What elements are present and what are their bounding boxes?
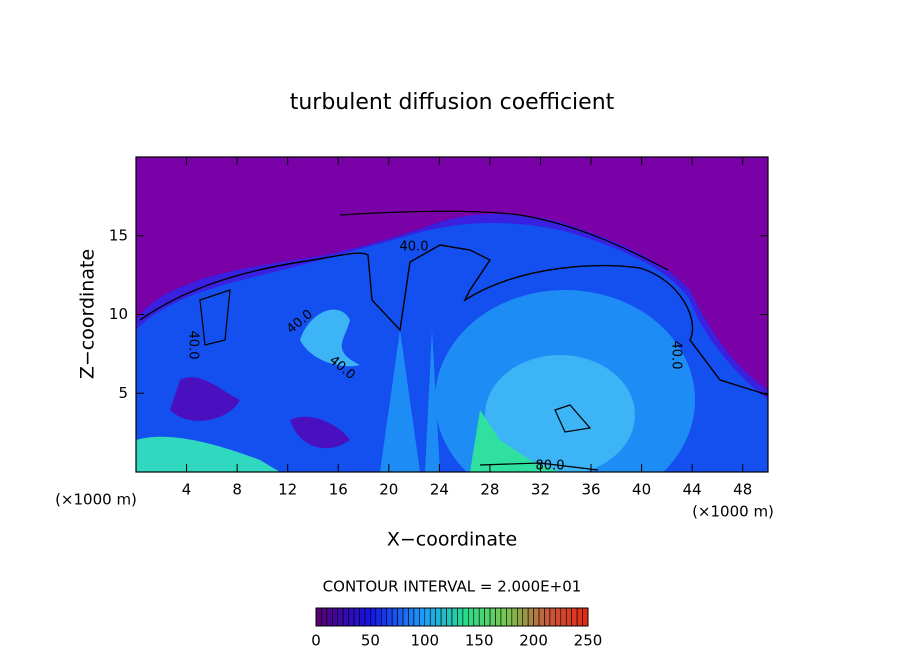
colorbar-cell [326, 607, 333, 627]
field-region [470, 410, 560, 472]
colorbar-tick-label: 0 [311, 632, 321, 650]
colorbar-cell [516, 607, 524, 627]
colorbar-cell [478, 607, 485, 627]
x-tick-label: 4 [182, 481, 192, 499]
colorbar-cell [402, 607, 409, 627]
colorbar-cell [424, 607, 431, 627]
colorbar-cell [419, 607, 426, 627]
x-tick-label: 12 [278, 481, 297, 499]
colorbar-cell [533, 607, 540, 627]
colorbar-cell [527, 607, 534, 627]
x-tick-label: 32 [531, 481, 550, 499]
colorbar-cell [506, 607, 513, 627]
x-unit-label: (×1000 m) [692, 503, 774, 521]
contour-label: 40.0 [669, 341, 684, 370]
colorbar-cell [462, 607, 469, 627]
x-tick-label: 16 [329, 481, 348, 499]
colorbar-tick-label: 50 [361, 632, 380, 650]
x-tick-label: 44 [683, 481, 702, 499]
x-tick-label: 8 [232, 481, 242, 499]
colorbar-cell [364, 607, 371, 627]
colorbar-cell [413, 607, 420, 627]
colorbar-cell [370, 607, 377, 627]
colorbar-cell [473, 607, 480, 627]
colorbar-cell [468, 607, 475, 627]
colorbar-cell [538, 607, 545, 627]
colorbar-cell [555, 607, 562, 627]
x-tick-label: 28 [480, 481, 499, 499]
contour-line [339, 210, 669, 271]
colorbar-cell [386, 607, 393, 627]
y-tick-label: 10 [109, 305, 128, 323]
contour-label: 40.0 [400, 240, 429, 255]
field-region [300, 309, 360, 367]
colorbar-cell [451, 607, 458, 627]
x-tick-label: 40 [632, 481, 651, 499]
colorbar-cell [435, 607, 442, 627]
colorbar-cell [560, 607, 567, 627]
colorbar-cell [397, 607, 404, 627]
colorbar-cell [582, 607, 589, 627]
colorbar-cell [565, 607, 572, 627]
colorbar-cell [375, 607, 382, 627]
x-axis-label: X−coordinate [387, 529, 517, 551]
colorbar-cell [500, 607, 507, 627]
x-tick-label: 20 [379, 481, 398, 499]
field-region [136, 436, 280, 472]
x-tick-label: 24 [430, 481, 449, 499]
contour-interval: CONTOUR INTERVAL = 2.000E+01 [323, 578, 582, 596]
colorbar-cell [495, 607, 502, 627]
colorbar-cell [511, 607, 518, 627]
colorbar-cell [315, 607, 322, 627]
colorbar-frame [315, 607, 589, 627]
colorbar-cell [391, 607, 398, 627]
colorbar-cell [342, 607, 349, 627]
chart-title: turbulent diffusion coefficient [290, 90, 615, 115]
colorbar-cell [457, 607, 464, 627]
field-region [380, 330, 440, 472]
colorbar-cell [380, 607, 388, 627]
x-tick-label: 36 [581, 481, 600, 499]
field-region [170, 377, 350, 449]
y-tick-label: 5 [118, 384, 128, 402]
colorbar-cell [337, 607, 344, 627]
contour-line [139, 244, 768, 396]
field [136, 157, 768, 472]
colorbar-cell [489, 607, 496, 627]
contour-label: 40.0 [186, 331, 201, 360]
colorbar-tick-label: 250 [574, 632, 603, 650]
colorbar-cell [332, 607, 339, 627]
y-tick-label: 15 [109, 226, 128, 244]
colorbar-tick-label: 150 [465, 632, 494, 650]
colorbar-cell [321, 607, 328, 627]
contour-line [199, 289, 599, 471]
y-axis-label: Z−coordinate [77, 249, 99, 379]
colorbar-cell [353, 607, 360, 627]
colorbar-cell [429, 607, 436, 627]
colorbar-cell [571, 607, 578, 627]
colorbar-cell [484, 607, 491, 627]
colorbar-cell [359, 607, 366, 627]
colorbar-cell [549, 607, 556, 627]
colorbar-tick-label: 100 [410, 632, 439, 650]
contour-label: 80.0 [536, 459, 565, 474]
colorbar-cell [348, 607, 355, 627]
colorbar-cell [522, 607, 529, 627]
colorbar-cell [446, 607, 453, 627]
y-unit-label: (×1000 m) [55, 491, 137, 509]
colorbar-cell [440, 607, 447, 627]
colorbar-tick-label: 200 [519, 632, 548, 650]
colorbar-cell [576, 607, 583, 627]
x-tick-label: 48 [733, 481, 752, 499]
field-region [485, 355, 635, 472]
colorbar-cell [544, 607, 551, 627]
colorbar-cell [408, 607, 415, 627]
